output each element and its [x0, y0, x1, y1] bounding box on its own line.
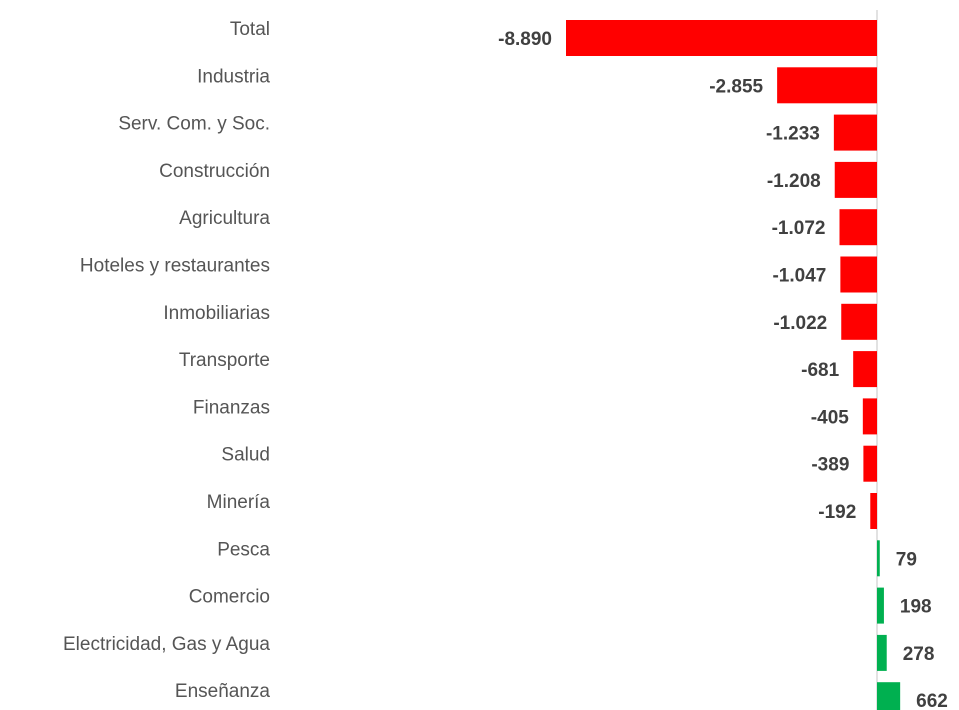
bar	[877, 634, 887, 671]
bar	[870, 493, 877, 529]
value-label: 662	[916, 691, 948, 710]
category-label: Transporte	[179, 350, 270, 371]
category-label: Electricidad, Gas y Agua	[63, 634, 270, 655]
category-label: Enseñanza	[175, 681, 271, 702]
value-label: -681	[801, 360, 839, 381]
bar	[839, 209, 877, 246]
bar	[862, 398, 877, 435]
value-label: -8.890	[498, 29, 552, 50]
category-label: Finanzas	[193, 397, 270, 418]
category-label: Construcción	[159, 161, 270, 182]
bar	[777, 67, 877, 104]
category-label: Serv. Com. y Soc.	[118, 114, 270, 135]
bar	[877, 587, 884, 624]
bar	[833, 114, 877, 151]
value-label: -389	[811, 455, 849, 476]
category-label: Salud	[221, 445, 270, 466]
category-label: Hoteles y restaurantes	[80, 256, 270, 277]
value-label: -2.855	[709, 76, 763, 97]
category-label: Comercio	[189, 587, 270, 608]
value-label: 198	[900, 597, 932, 618]
value-label: -1.233	[766, 124, 820, 145]
bar	[863, 445, 877, 482]
value-label: -1.047	[772, 266, 826, 287]
value-label: -192	[818, 502, 856, 523]
category-label: Industria	[197, 66, 270, 87]
bar	[877, 540, 880, 577]
value-label: -405	[811, 407, 849, 428]
bar	[566, 20, 877, 56]
value-label: 79	[896, 549, 917, 570]
value-label: -1.208	[767, 171, 821, 192]
bar	[853, 351, 877, 388]
category-label: Pesca	[217, 539, 270, 560]
value-label: -1.072	[772, 218, 826, 239]
bar	[834, 161, 877, 198]
value-label: 278	[903, 644, 935, 665]
value-label: -1.022	[773, 313, 827, 334]
category-label: Total	[230, 19, 270, 40]
bar	[841, 303, 877, 340]
category-label: Inmobiliarias	[163, 303, 270, 324]
category-label: Agricultura	[179, 208, 270, 229]
bar	[840, 256, 877, 293]
category-label: Minería	[207, 492, 271, 513]
bar	[877, 682, 901, 710]
